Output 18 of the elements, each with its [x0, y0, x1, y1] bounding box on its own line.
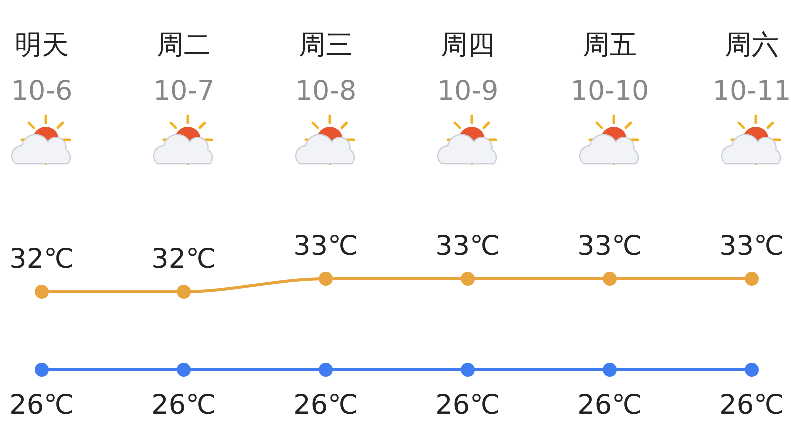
data-label: 26℃: [294, 390, 358, 421]
data-label: 26℃: [10, 390, 74, 421]
data-label: 26℃: [436, 390, 500, 421]
x-tick-label: 周四 10-9: [437, 30, 499, 107]
data-label: 33℃: [578, 231, 642, 262]
x-tick-label: 周二 10-7: [153, 30, 215, 107]
x-tick-label: 周三 10-8: [295, 30, 357, 107]
x-tick-label: 周六 10-11: [712, 30, 791, 107]
x-tick-label: 周五 10-10: [570, 30, 650, 107]
data-label: 32℃: [10, 244, 74, 275]
data-label: 33℃: [720, 231, 784, 262]
data-label: 26℃: [578, 390, 642, 421]
data-label: 33℃: [294, 231, 358, 262]
x-tick-label: 明天 10-6: [11, 30, 73, 107]
data-label: 26℃: [152, 390, 216, 421]
data-label: 33℃: [436, 231, 500, 262]
data-label: 26℃: [720, 390, 784, 421]
data-label: 32℃: [152, 244, 216, 275]
